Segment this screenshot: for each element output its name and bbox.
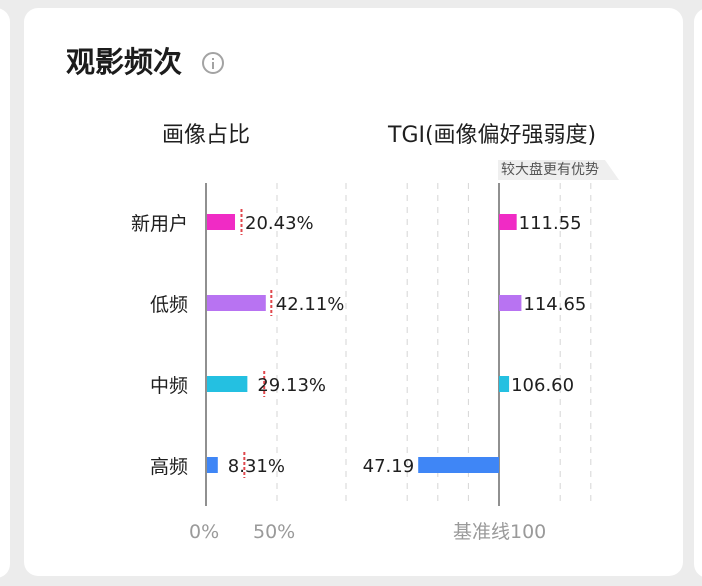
tgi-baseline-label: 基准线100 — [453, 521, 547, 543]
adjacent-card-left — [0, 8, 10, 578]
share-value-label-3: 8.31% — [228, 456, 285, 477]
tgi-bar-2 — [499, 376, 510, 392]
share-value-label-2: 29.13% — [257, 375, 326, 396]
share-bar-0 — [207, 214, 236, 230]
info-icon[interactable] — [202, 52, 224, 74]
share-bar-3 — [207, 457, 218, 473]
tgi-value-label-3: 47.19 — [363, 456, 415, 477]
card-title: 观影频次 — [66, 45, 183, 79]
adjacent-card-right — [694, 8, 702, 578]
share-axis-tick-0: 0% — [189, 521, 220, 543]
tgi-value-label-0: 111.55 — [519, 213, 582, 234]
share-axis-tick-50: 50% — [253, 521, 296, 543]
tgi-value-label-1: 114.65 — [523, 294, 586, 315]
share-bar-1 — [207, 295, 266, 311]
tgi-bar-1 — [499, 295, 522, 311]
viewing-frequency-card — [24, 8, 683, 576]
share-value-label-0: 20.43% — [245, 213, 314, 234]
tgi-panel-title: TGI(画像偏好强弱度) — [388, 123, 597, 148]
tgi-bar-3 — [418, 457, 499, 473]
category-label-1: 低频 — [150, 294, 188, 316]
tgi-value-label-2: 106.60 — [511, 375, 574, 396]
share-panel-title: 画像占比 — [162, 123, 251, 148]
category-label-3: 高频 — [150, 456, 188, 478]
category-label-2: 中频 — [150, 375, 188, 397]
tgi-bar-0 — [499, 214, 517, 230]
advantage-tag: 较大盘更有优势 — [498, 160, 619, 180]
share-bar-2 — [207, 376, 248, 392]
category-label-0: 新用户 — [131, 213, 188, 235]
share-value-label-1: 42.11% — [276, 294, 345, 315]
